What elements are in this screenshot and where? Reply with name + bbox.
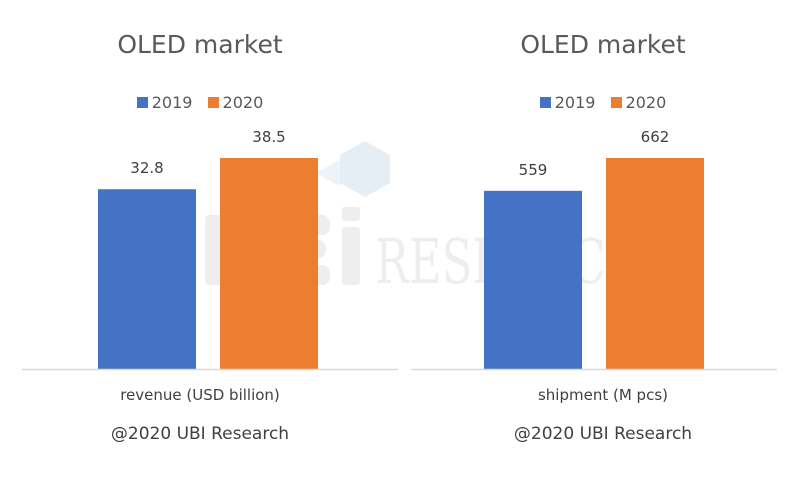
chart-revenue: OLED market 2019 2020 32.8 38.5 revenue (… xyxy=(0,0,400,477)
legend-swatch-2019 xyxy=(539,97,551,108)
legend-item-2019: 2019 xyxy=(539,93,596,112)
legend-swatch-2019 xyxy=(136,97,148,108)
legend-label-2020: 2020 xyxy=(625,93,667,112)
source-credit: @2020 UBI Research xyxy=(110,424,290,444)
data-label-2019: 32.8 xyxy=(130,159,163,177)
data-label-2019: 559 xyxy=(519,161,548,179)
legend: 2019 2020 xyxy=(403,93,803,112)
bar-2020 xyxy=(606,158,704,369)
x-axis-label: revenue (USD billion) xyxy=(120,386,280,404)
legend-item-2019: 2019 xyxy=(136,93,193,112)
legend-label-2019: 2019 xyxy=(554,93,596,112)
legend-label-2020: 2020 xyxy=(222,93,264,112)
bar-2019 xyxy=(484,190,582,369)
data-label-2020: 662 xyxy=(641,128,670,146)
legend-swatch-2020 xyxy=(207,97,219,108)
legend: 2019 2020 xyxy=(0,93,400,112)
plot-area: 32.8 38.5 xyxy=(22,128,398,371)
plot-area: 559 662 xyxy=(411,128,777,371)
chart-shipment: OLED market 2019 2020 559 662 shipment (M… xyxy=(403,0,803,477)
bar-2019 xyxy=(98,189,196,369)
data-label-2020: 38.5 xyxy=(252,128,285,146)
legend-item-2020: 2020 xyxy=(207,93,264,112)
source-credit: @2020 UBI Research xyxy=(513,424,693,444)
legend-item-2020: 2020 xyxy=(610,93,667,112)
chart-title: OLED market xyxy=(117,30,283,59)
x-axis-label: shipment (M pcs) xyxy=(537,386,668,404)
legend-swatch-2020 xyxy=(610,97,622,108)
legend-label-2019: 2019 xyxy=(151,93,193,112)
bar-2020 xyxy=(220,158,318,369)
chart-title: OLED market xyxy=(520,30,686,59)
